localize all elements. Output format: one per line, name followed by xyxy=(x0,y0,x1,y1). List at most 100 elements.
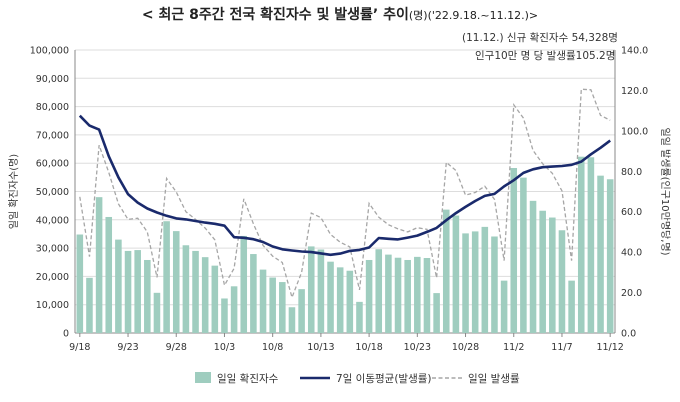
bar-daily-cases xyxy=(259,269,267,333)
bar-daily-cases xyxy=(269,277,276,333)
bar-daily-cases xyxy=(172,231,180,333)
line-daily-rate xyxy=(79,88,611,300)
bar-daily-cases xyxy=(230,286,238,333)
y-tick-left: 40,000 xyxy=(36,215,69,226)
bar-daily-cases xyxy=(433,293,440,333)
x-tick-label: 10/3 xyxy=(214,342,235,353)
x-tick-label: 9/23 xyxy=(117,342,138,353)
y-tick-left: 100,000 xyxy=(30,46,69,57)
y-axis-title-left: 일일 확진자수(명) xyxy=(8,154,20,229)
bar-daily-cases xyxy=(221,298,228,333)
legend-label-bar: 일일 확진자수 xyxy=(217,372,279,385)
y-tick-left: 90,000 xyxy=(36,74,69,85)
bar-daily-cases xyxy=(414,256,421,333)
bar-daily-cases xyxy=(549,217,556,333)
bar-daily-cases xyxy=(365,259,373,333)
bar-daily-cases xyxy=(288,307,296,333)
bar-daily-cases xyxy=(404,259,411,333)
y-tick-left: 80,000 xyxy=(36,102,69,113)
x-tick-label: 11/7 xyxy=(551,342,572,353)
title-main: < 최근 8주간 전국 확진자수 및 발생률’ 추이 xyxy=(141,7,409,23)
bar-daily-cases xyxy=(76,234,84,333)
y-tick-left: 30,000 xyxy=(36,244,69,255)
bar-daily-cases xyxy=(336,267,344,333)
x-tick-label: 11/12 xyxy=(596,342,623,353)
legend-label-daily: 일일 발생률 xyxy=(468,372,520,385)
y-tick-left: 60,000 xyxy=(36,159,69,170)
y-tick-right: 40.0 xyxy=(621,248,642,259)
bar-daily-cases xyxy=(356,301,363,333)
x-tick-label: 10/28 xyxy=(452,342,479,353)
y-tick-right: 140.0 xyxy=(621,46,648,57)
bar-daily-cases xyxy=(153,292,161,333)
bar-daily-cases xyxy=(539,210,546,333)
y-tick-left: 0 xyxy=(63,329,69,340)
bar-daily-cases xyxy=(471,231,479,333)
bar-daily-cases xyxy=(385,254,392,333)
bar-daily-cases xyxy=(568,280,575,333)
bar-daily-cases xyxy=(346,270,354,333)
bar-daily-cases xyxy=(577,156,585,333)
x-tick-label: 11/2 xyxy=(503,342,524,353)
x-tick-label: 9/18 xyxy=(69,342,90,353)
bar-daily-cases xyxy=(491,236,498,333)
y-tick-left: 10,000 xyxy=(36,300,69,311)
y-tick-right: 60.0 xyxy=(621,207,642,218)
bar-daily-cases xyxy=(201,257,209,333)
y-axis-title-right: 일일 발생률(인구10만명당,명) xyxy=(659,127,671,255)
bar-daily-cases xyxy=(510,168,518,333)
bar-daily-cases xyxy=(163,221,170,333)
bar-daily-cases xyxy=(462,233,469,333)
bar-daily-cases xyxy=(279,282,286,333)
bar-daily-cases xyxy=(452,215,460,333)
legend-swatch-bar xyxy=(195,372,211,383)
y-tick-right: 0.0 xyxy=(621,329,636,340)
bar-daily-cases xyxy=(587,157,595,333)
bar-daily-cases xyxy=(124,250,132,333)
bar-daily-cases xyxy=(182,245,190,333)
y-tick-left: 70,000 xyxy=(36,130,69,141)
bar-daily-cases xyxy=(250,254,257,333)
y-tick-left: 20,000 xyxy=(36,272,69,283)
y-tick-right: 20.0 xyxy=(621,288,642,299)
bar-daily-cases xyxy=(211,265,219,333)
y-tick-right: 80.0 xyxy=(621,167,642,178)
title-sub: (명)('22.9.18.~11.12.)> xyxy=(408,9,539,22)
y-tick-right: 120.0 xyxy=(621,86,648,97)
bar-daily-cases xyxy=(240,235,248,333)
bar-daily-cases xyxy=(115,239,122,333)
bar-daily-cases xyxy=(86,277,93,333)
bar-daily-cases xyxy=(558,230,566,333)
bar-daily-cases xyxy=(307,246,315,333)
bar-daily-cases xyxy=(134,250,141,333)
bar-daily-cases xyxy=(442,209,450,333)
bar-daily-cases xyxy=(192,250,199,333)
bar-daily-cases xyxy=(105,216,113,333)
bar-daily-cases xyxy=(481,226,489,333)
x-tick-label: 10/8 xyxy=(262,342,283,353)
chart-title: < 최근 8주간 전국 확진자수 및 발생률’ 추이(명)('22.9.18.~… xyxy=(0,4,680,24)
bar-daily-cases xyxy=(423,258,431,333)
bar-daily-cases xyxy=(375,249,383,333)
x-tick-label: 9/28 xyxy=(166,342,187,353)
annotation-new-cases: (11.12.) 신규 확진자수 54,328명 xyxy=(462,32,618,44)
bar-daily-cases xyxy=(317,249,325,333)
x-tick-label: 10/23 xyxy=(404,342,431,353)
bar-daily-cases xyxy=(529,200,537,333)
bar-daily-cases xyxy=(298,289,305,333)
bar-daily-cases xyxy=(95,197,103,333)
bar-daily-cases xyxy=(597,175,604,333)
y-tick-left: 50,000 xyxy=(36,187,69,198)
y-tick-right: 100.0 xyxy=(621,126,648,137)
bar-daily-cases xyxy=(144,259,151,333)
x-tick-label: 10/18 xyxy=(355,342,382,353)
bar-daily-cases xyxy=(606,179,614,333)
bar-daily-cases xyxy=(327,261,334,333)
line-7day-average xyxy=(78,114,611,257)
x-tick-label: 10/13 xyxy=(307,342,334,353)
bar-daily-cases xyxy=(394,257,402,333)
legend-label-avg: 7일 이동평균(발생률) xyxy=(336,372,432,385)
bar-daily-cases xyxy=(520,177,527,333)
